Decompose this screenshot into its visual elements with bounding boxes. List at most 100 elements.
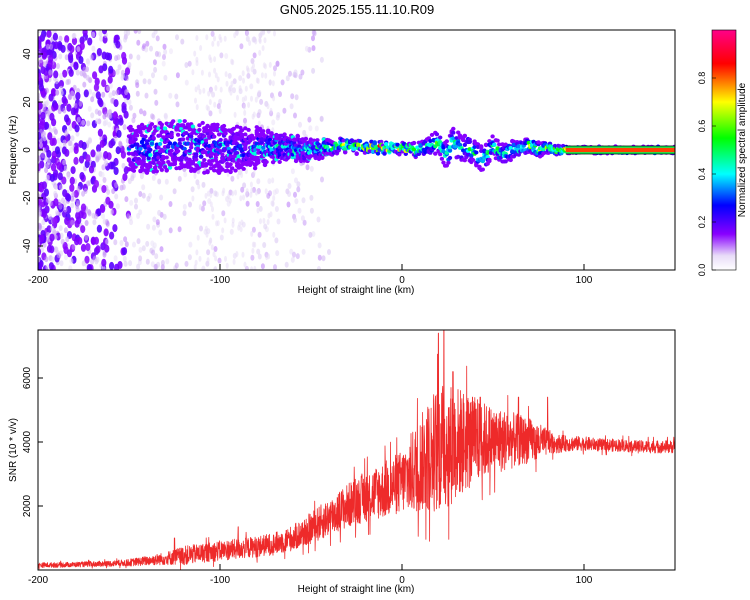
spectrogram-noise-cell	[256, 178, 261, 185]
spectrogram-noise-cell	[214, 255, 218, 262]
spectrogram-ridge-cell	[225, 168, 230, 173]
spectrogram-ridge-cell	[266, 128, 271, 133]
spectrogram-x-tick-label: -200	[28, 275, 48, 286]
spectrogram-noise-cell	[136, 39, 141, 46]
spectrogram-noise-cell	[73, 146, 79, 154]
spectrogram-noise-cell	[153, 66, 158, 73]
spectrogram-noise-cell	[54, 184, 58, 191]
spectrogram-ridge-cell	[511, 139, 517, 144]
spectrogram-noise-cell	[262, 242, 267, 248]
spectrogram-noise-cell	[243, 117, 247, 124]
spectrogram-ridge-cell	[456, 154, 461, 159]
spectrogram-noise-cell	[122, 173, 128, 182]
spectrogram-noise-cell	[258, 38, 262, 44]
spectrogram-noise-cell	[260, 72, 264, 79]
spectrogram-noise-cell	[67, 93, 72, 100]
spectrogram-y-tick-label: 20	[22, 96, 33, 108]
spectrogram-noise-cell	[41, 192, 47, 201]
spectrogram-noise-cell	[169, 48, 173, 55]
spectrogram-noise-cell	[55, 89, 60, 96]
spectrogram-noise-cell	[127, 99, 132, 106]
spectrogram-noise-cell	[251, 247, 255, 254]
spectrogram-noise-cell	[84, 220, 89, 226]
spectrogram-ridge-cell	[500, 142, 505, 147]
spectrogram-ridge-cell	[143, 145, 148, 150]
spectrogram-ridge-cell	[167, 141, 173, 146]
spectrogram-noise-cell	[195, 249, 199, 256]
spectrogram-noise-cell	[120, 150, 126, 159]
spectrogram-noise-cell	[115, 146, 121, 155]
spectrogram-noise-cell	[40, 66, 46, 75]
spectrogram-ridge-cell	[433, 151, 438, 156]
spectrogram-noise-cell	[74, 219, 80, 228]
spectrogram-noise-cell	[145, 258, 150, 265]
spectrogram-ridge-cell	[220, 167, 225, 172]
spectrogram-noise-cell	[151, 175, 156, 181]
spectrogram-noise-cell	[147, 78, 152, 85]
spectrogram-noise-cell	[86, 120, 91, 127]
spectrogram-noise-cell	[122, 124, 127, 131]
spectrogram-noise-cell	[256, 92, 260, 99]
spectrogram-noise-cell	[151, 249, 156, 256]
spectrogram-noise-cell	[90, 112, 95, 119]
spectrogram-noise-cell	[87, 37, 93, 46]
spectrogram-noise-cell	[290, 93, 295, 100]
spectrogram-noise-cell	[40, 246, 45, 253]
spectrogram-noise-cell	[139, 108, 143, 115]
spectrogram-noise-cell	[102, 218, 107, 225]
spectrogram-noise-cell	[188, 241, 193, 248]
spectrogram-noise-cell	[38, 131, 42, 140]
spectrogram-noise-cell	[44, 256, 49, 263]
spectrogram-noise-cell	[234, 189, 237, 196]
spectrogram-noise-cell	[49, 245, 55, 254]
spectrogram-noise-cell	[39, 117, 46, 126]
spectrogram-noise-cell	[278, 91, 282, 98]
spectrogram-noise-cell	[109, 209, 114, 215]
spectrogram-ridge-cell	[151, 169, 156, 174]
spectrogram-ridge-cell	[254, 130, 259, 135]
spectrogram-noise-cell	[38, 60, 41, 67]
spectrogram-noise-cell	[150, 240, 155, 247]
spectrogram-noise-cell	[139, 70, 144, 77]
spectrogram-ridge-cell	[151, 161, 156, 165]
spectrogram-noise-cell	[184, 62, 189, 68]
spectrogram-ridge-cell	[490, 134, 495, 139]
spectrogram-noise-cell	[95, 245, 101, 254]
spectrogram-noise-cell	[168, 92, 173, 99]
spectrogram-noise-cell	[129, 219, 134, 226]
snr-panel: -200 -100 0 100 2000 4000 6000 Height of stra…	[8, 329, 676, 595]
spectrogram-y-ticks: -40 -20 0 20 40	[22, 48, 43, 253]
spectrogram-ridge-cell	[190, 161, 196, 166]
spectrogram-noise-cell	[74, 124, 80, 133]
spectrogram-noise-cell	[235, 30, 239, 37]
spectrogram-noise-cell	[93, 180, 99, 188]
spectrogram-ridge-cell	[182, 119, 187, 124]
spectrogram-ridge-cell	[375, 151, 381, 156]
spectrogram-noise-cell	[284, 261, 289, 268]
spectrogram-ridge-cell	[215, 122, 220, 127]
spectrogram-noise-cell	[213, 246, 218, 252]
spectrogram-ridge-cell	[446, 160, 451, 165]
spectrogram-noise-cell	[38, 163, 41, 172]
spectrogram-ridge-cell	[451, 136, 456, 141]
spectrogram-noise-cell	[317, 254, 322, 261]
spectrogram-noise-cell	[219, 86, 223, 93]
spectrogram-ridge-cell	[261, 129, 266, 134]
spectrogram-noise-cell	[242, 182, 247, 189]
spectrogram-ridge-cell	[447, 155, 453, 160]
spectrogram-noise-cell	[105, 238, 110, 245]
spectrogram-noise-cell	[112, 224, 118, 233]
spectrogram-noise-cell	[78, 100, 83, 107]
spectrogram-noise-cell	[111, 90, 116, 97]
spectrogram-noise-cell	[38, 83, 45, 92]
spectrogram-noise-cell	[116, 129, 122, 138]
spectrogram-noise-cell	[266, 219, 270, 225]
spectrogram-noise-cell	[81, 141, 87, 150]
spectrogram-ridge-cell	[202, 129, 207, 134]
spectrogram-ridge-cell	[510, 149, 515, 154]
spectrogram-ridge-cell	[171, 144, 176, 149]
spectrogram-ridge-cell	[192, 128, 197, 133]
spectrogram-noise-cell	[243, 109, 247, 116]
spectrogram-noise-cell	[267, 212, 271, 219]
spectrogram-ridge-cell	[228, 162, 233, 167]
